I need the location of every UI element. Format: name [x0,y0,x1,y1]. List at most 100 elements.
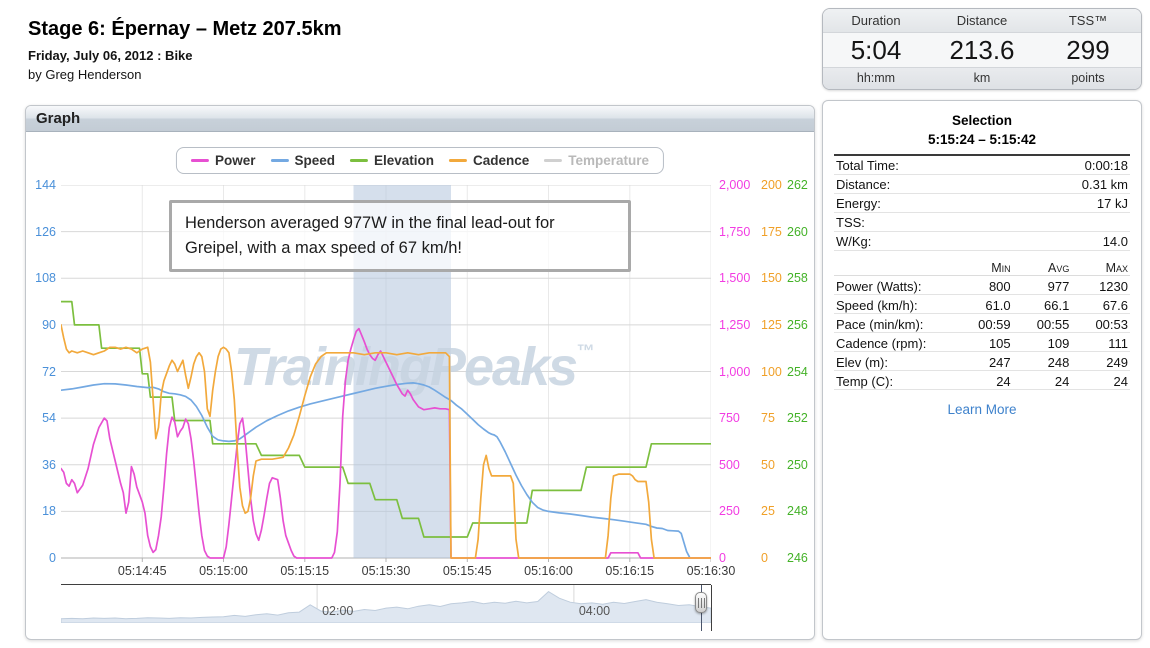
y-axis-label-speed: 90 [42,317,56,332]
y-axis-label-elevation: 258 [787,271,808,286]
mam-avg-value: 66.1 [1044,298,1070,313]
mam-header-row: Min Avg Max [834,258,1130,276]
y-axis-label-cadence: 75 [761,411,775,426]
mam-row-label: Speed (km/h): [836,298,918,313]
y-axis-label-cadence: 0 [761,551,768,565]
mam-max-value: 1230 [1099,279,1128,294]
legend-item-elevation[interactable]: Elevation [349,153,434,168]
chart-annotation: Henderson averaged 977W in the final lea… [169,200,631,272]
mam-avg-value: 248 [1047,355,1070,370]
summary-unit-tss: points [1071,71,1105,85]
y-axis-label-speed: 18 [42,504,56,519]
title-block: Stage 6: Épernay – Metz 207.5km Friday, … [28,18,341,82]
x-axis-label: 05:15:45 [442,564,492,578]
stat-value: 14.0 [1102,233,1128,249]
mam-min-value: 61.0 [985,298,1011,313]
table-row-speedkmh: Speed (km/h): 61.0 66.1 67.6 [834,295,1130,314]
y-axis-label-speed: 108 [35,271,56,286]
stat-row-tss: TSS: [834,213,1130,232]
summary-row-label: Duration Distance TSS™ [823,9,1141,33]
legend-label: Power [214,153,256,168]
table-row-powerwatts: Power (Watts): 800 977 1230 [834,276,1130,295]
y-axis-label-cadence: 200 [761,178,782,192]
y-axis-label-elevation: 248 [787,504,808,519]
legend-swatch-icon [270,159,289,162]
stat-row-energy: Energy: 17 kJ [834,194,1130,213]
overview-right-edge [711,585,712,631]
legend-item-cadence[interactable]: Cadence [449,153,529,168]
mam-avg-value: 109 [1047,336,1070,351]
series-line-power [61,327,711,559]
y-axis-label-speed: 144 [35,178,56,192]
mam-min-value: 247 [988,355,1011,370]
x-axis-label: 05:15:15 [280,564,330,578]
stat-label: Distance: [836,176,891,192]
mam-row-label: Cadence (rpm): [836,336,927,351]
mam-header-max: Max [1105,261,1128,275]
x-axis-label: 05:16:00 [524,564,573,578]
stat-row-totaltime: Total Time: 0:00:18 [834,156,1130,175]
y-axis-label-elevation: 246 [787,551,808,565]
y-axis-label-elevation: 260 [787,224,808,239]
summary-row-unit: hh:mm km points [823,67,1141,89]
slider-grip-icon[interactable] [695,592,707,613]
table-row-paceminkm: Pace (min/km): 00:59 00:55 00:53 [834,314,1130,333]
summary-panel: Duration Distance TSS™ 5:04 213.6 299 hh:mm km p… [822,8,1142,90]
table-row-cadencerpm: Cadence (rpm): 105 109 111 [834,333,1130,352]
stat-row-wkg: W/Kg: 14.0 [834,232,1130,251]
series-line-elevation [61,300,711,538]
y-axis-label-cadence: 100 [761,364,782,379]
y-axis-label-speed: 126 [35,224,56,239]
min-avg-max-table: Min Avg Max Power (Watts): 800 977 1230 Speed (… [834,258,1130,390]
overview-area-chart[interactable] [60,585,712,624]
mam-row-label: Temp (C): [836,374,894,389]
legend-swatch-icon [449,159,467,162]
activity-date: Friday, July 06, 2012 : Bike [28,48,193,63]
y-axis-label-power: 2,000 [719,178,751,192]
activity-author: by Greg Henderson [28,67,142,82]
stat-label: W/Kg: [836,233,872,249]
y-axis-label-speed: 36 [42,457,56,472]
y-axis-label-power: 750 [719,411,740,426]
selection-panel: Selection 5:15:24 – 5:15:42 Total Time: 0… [822,100,1142,640]
graph-body: Power Speed Elevation Cadence Temperature Tr… [26,132,814,639]
legend-item-speed[interactable]: Speed [270,153,335,168]
stat-value: 0:00:18 [1084,157,1128,173]
stat-label: Total Time: [836,157,899,173]
overview-slider-handle[interactable] [695,585,707,631]
y-axis-label-elevation: 256 [787,317,808,332]
legend-item-temperature[interactable]: Temperature [544,153,649,168]
annotation-line-1: Henderson averaged 977W in the final lea… [185,214,555,232]
chart-overview[interactable]: 02:00 04:00 [60,584,712,631]
summary-value-tss: 299 [1066,35,1110,65]
y-axis-label-elevation: 250 [787,457,808,472]
summary-unit-distance: km [973,71,991,85]
mam-row-label: Elev (m): [836,355,888,370]
y-axis-label-elevation: 252 [787,411,808,426]
summary-label-duration: Duration [851,13,901,28]
y-axis-label-power: 1,250 [719,317,751,332]
y-axis-label-speed: 72 [42,364,56,379]
mam-max-value: 00:53 [1095,317,1128,332]
mam-header-avg: Avg [1047,261,1070,275]
learn-more-link[interactable]: Learn More [947,402,1017,417]
y-axis-label-power: 1,750 [719,224,751,239]
legend-label: Speed [294,153,335,168]
series-line-speed [61,382,691,558]
selection-range: 5:15:24 – 5:15:42 [927,132,1037,147]
summary-value-distance: 213.6 [949,35,1015,65]
x-axis-label: 05:16:15 [605,564,655,578]
overview-time-label: 04:00 [578,604,611,618]
legend-label: Elevation [373,153,434,168]
divider [834,154,1130,156]
legend-item-power[interactable]: Power [190,153,256,168]
legend-swatch-icon [349,159,368,162]
mam-max-value: 249 [1106,355,1128,370]
graph-panel-header: Graph [26,106,814,132]
y-axis-label-power: 500 [719,457,740,472]
summary-value-duration: 5:04 [850,35,902,65]
annotation-line-2: Greipel, with a max speed of 67 km/h! [185,238,462,257]
stat-label: TSS: [836,214,865,230]
y-axis-label-elevation: 254 [787,364,808,379]
selection-title: Selection [951,113,1013,128]
